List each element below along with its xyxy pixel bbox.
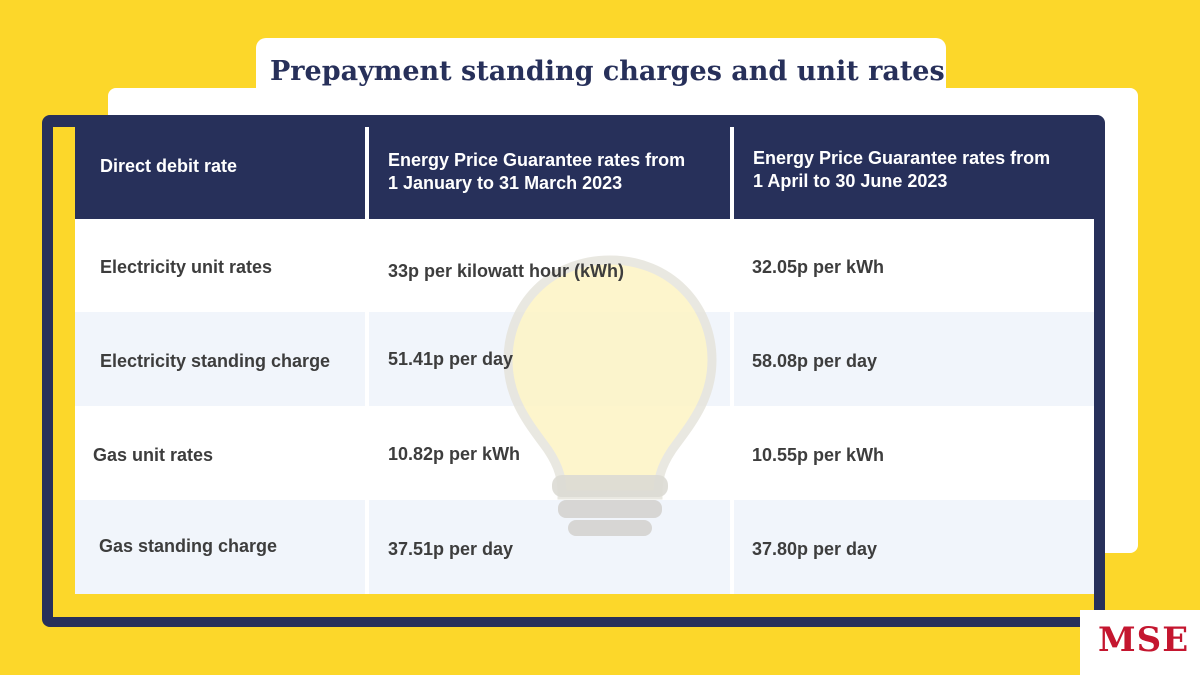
- header-cell-rate-type: Direct debit rate: [100, 156, 238, 176]
- value-jan-mar: 10.82p per kWh: [388, 444, 521, 464]
- rates-table: Direct debit rate Energy Price Guarantee…: [75, 127, 1094, 594]
- frame-accent-bottom: [53, 594, 1094, 617]
- logo-badge: [1080, 610, 1200, 675]
- value-jan-mar: 33p per kilowatt hour (kWh): [388, 261, 625, 281]
- row-label-gas-standing: Gas standing charge: [99, 536, 278, 556]
- frame-accent-left: [53, 127, 75, 617]
- header-cell-apr-jun: Energy Price Guarantee rates from 1 Apri…: [753, 148, 1051, 191]
- value-apr-jun: 10.55p per kWh: [752, 445, 885, 465]
- page-title: Prepayment standing charges and unit rat…: [270, 56, 945, 87]
- row-label-gas-unit: Gas unit rates: [93, 445, 214, 465]
- row-label-electricity-unit: Electricity unit rates: [100, 257, 273, 277]
- header-row: [75, 127, 1094, 219]
- row-label-electricity-standing: Electricity standing charge: [100, 351, 331, 371]
- column-divider: [365, 127, 369, 594]
- header-cell-jan-mar: Energy Price Guarantee rates from 1 Janu…: [388, 150, 686, 193]
- value-apr-jun: 58.08p per day: [752, 351, 878, 371]
- mse-logo: MSE: [1098, 620, 1190, 660]
- column-divider: [730, 127, 734, 594]
- lightbulb-icon: [503, 255, 717, 536]
- value-jan-mar: 51.41p per day: [388, 349, 514, 369]
- value-jan-mar: 37.51p per day: [388, 539, 514, 559]
- value-apr-jun: 37.80p per day: [752, 539, 878, 559]
- title-card: [256, 38, 946, 110]
- value-apr-jun: 32.05p per kWh: [752, 257, 885, 277]
